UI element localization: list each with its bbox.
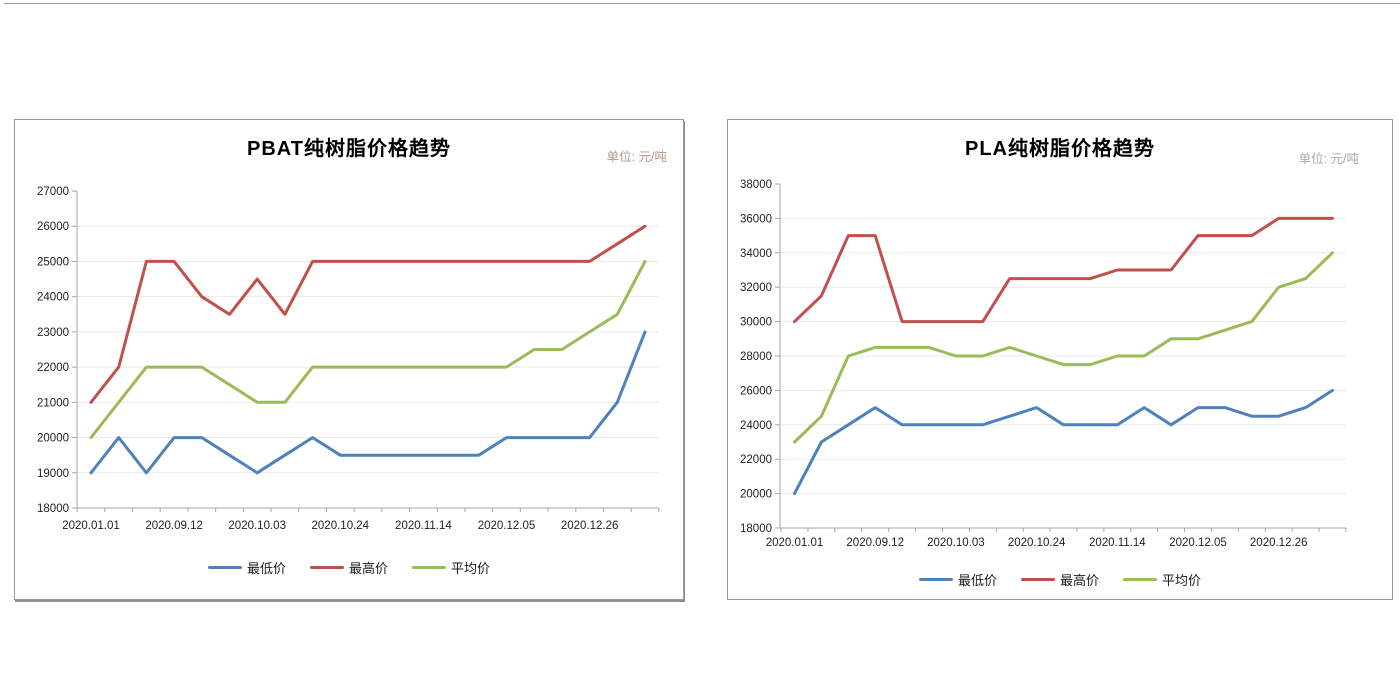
svg-text:2020.12.26: 2020.12.26 [1250, 537, 1308, 549]
svg-text:23000: 23000 [37, 327, 69, 339]
legend-item-highest: 最高价 [309, 558, 388, 577]
top-divider [4, 3, 1400, 4]
legend-label-highest: 最高价 [1059, 573, 1099, 588]
svg-text:2020.09.12: 2020.09.12 [846, 537, 904, 549]
legend-line-swatch-average [412, 566, 446, 569]
lowest-price-line [89, 330, 647, 475]
svg-text:34000: 34000 [740, 248, 772, 260]
svg-text:2020.10.24: 2020.10.24 [1008, 537, 1066, 549]
legend-item-highest: 最高价 [1020, 570, 1099, 589]
svg-text:2020.12.05: 2020.12.05 [1169, 537, 1227, 549]
legend-item-average: 平均价 [412, 558, 490, 577]
svg-text:2020.01.01: 2020.01.01 [62, 520, 120, 532]
svg-text:36000: 36000 [740, 213, 772, 225]
legend-line-swatch-lowest [918, 578, 953, 581]
legend-line-swatch-average [1123, 578, 1157, 581]
legend-item-lowest: 最低价 [207, 558, 286, 577]
svg-text:18000: 18000 [740, 523, 772, 535]
pbat-unit-label: 单位: 元/吨 [606, 150, 667, 164]
legend-label-lowest: 最低价 [246, 561, 286, 576]
svg-text:19000: 19000 [37, 468, 69, 480]
svg-text:2020.12.05: 2020.12.05 [478, 520, 536, 532]
svg-text:30000: 30000 [740, 317, 772, 329]
pla-legend: 最低价 最高价 平均价 [728, 570, 1392, 589]
legend-line-swatch-lowest [207, 566, 242, 569]
legend-line-swatch-highest [1020, 578, 1055, 581]
svg-text:24000: 24000 [740, 420, 772, 432]
svg-text:2020.10.03: 2020.10.03 [927, 537, 985, 549]
highest-price-line [89, 224, 647, 404]
pla-chart-title: PLA纯树脂价格趋势 [965, 138, 1155, 160]
svg-text:2020.01.01: 2020.01.01 [766, 537, 824, 549]
pla-unit-label: 单位: 元/吨 [1298, 152, 1359, 166]
svg-text:28000: 28000 [740, 351, 772, 363]
svg-text:2020.11.14: 2020.11.14 [1089, 537, 1146, 549]
svg-text:38000: 38000 [740, 179, 772, 191]
svg-text:2020.12.26: 2020.12.26 [561, 520, 619, 532]
legend-line-swatch-highest [309, 566, 344, 569]
svg-text:21000: 21000 [37, 397, 69, 409]
legend-label-highest: 最高价 [348, 561, 388, 576]
pbat-chart-panel: PBAT纯树脂价格趋势 单位: 元/吨 27000 26000 25000 24000… [14, 119, 684, 600]
svg-text:20000: 20000 [37, 433, 69, 445]
svg-text:20000: 20000 [740, 489, 772, 501]
svg-text:18000: 18000 [37, 503, 69, 515]
svg-text:27000: 27000 [37, 186, 69, 198]
svg-text:2020.10.03: 2020.10.03 [228, 520, 286, 532]
average-price-line [89, 259, 647, 440]
svg-text:22000: 22000 [740, 454, 772, 466]
svg-text:2020.11.14: 2020.11.14 [395, 520, 452, 532]
lowest-price-line [793, 388, 1334, 496]
svg-text:2020.10.24: 2020.10.24 [312, 520, 370, 532]
legend-item-average: 平均价 [1123, 570, 1201, 589]
svg-text:22000: 22000 [37, 362, 69, 374]
svg-text:26000: 26000 [37, 221, 69, 233]
highest-price-line [793, 216, 1334, 324]
legend-label-average: 平均价 [1162, 573, 1202, 588]
average-price-line [793, 251, 1334, 444]
svg-text:26000: 26000 [740, 385, 772, 397]
pbat-chart-title: PBAT纯树脂价格趋势 [247, 138, 451, 160]
legend-item-lowest: 最低价 [918, 570, 997, 589]
svg-text:32000: 32000 [740, 282, 772, 294]
pbat-legend: 最低价 最高价 平均价 [15, 558, 683, 577]
svg-text:2020.09.12: 2020.09.12 [145, 520, 203, 532]
svg-text:24000: 24000 [37, 292, 69, 304]
legend-label-average: 平均价 [451, 561, 491, 576]
pla-chart-panel: PLA纯树脂价格趋势 单位: 元/吨 38000 36000 34000 32000 3… [727, 119, 1393, 600]
pla-price-plot: 38000 36000 34000 32000 30000 28000 26000 24000… [740, 179, 1347, 549]
svg-text:25000: 25000 [37, 256, 69, 268]
legend-label-lowest: 最低价 [957, 573, 997, 588]
pbat-price-plot: 27000 26000 25000 24000 23000 22000 21000 20000… [37, 186, 660, 532]
